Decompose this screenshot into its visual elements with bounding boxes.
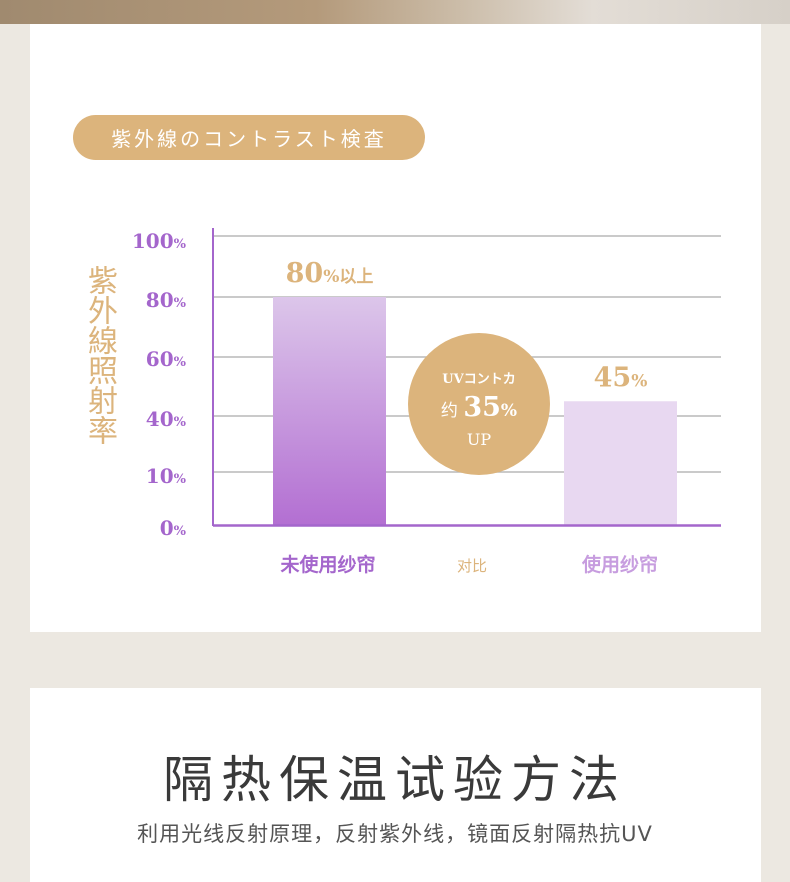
y-axis-label: 紫外線照射率: [82, 265, 117, 445]
y-tick-label: 80%: [146, 288, 187, 312]
data-label: 45%: [594, 362, 648, 393]
callout-value: 约 35%: [441, 392, 517, 423]
chart-title-pill: 紫外線のコントラスト検査: [73, 115, 425, 160]
chart-title: 紫外線のコントラスト検査: [111, 127, 387, 151]
header-photo: [0, 0, 790, 24]
y-tick-label: 40%: [146, 407, 187, 431]
compare-label: 对比: [457, 557, 487, 575]
method-card: [30, 688, 761, 882]
y-tick-label: 0%: [160, 516, 187, 540]
bar: [273, 297, 386, 525]
callout-line1: UVコントカ: [442, 372, 515, 387]
data-label: 80%以上: [286, 258, 374, 289]
section-subheading: 利用光线反射原理，反射紫外线，镜面反射隔热抗UV: [137, 822, 653, 846]
callout-line3: UP: [467, 430, 491, 449]
y-tick-label: 60%: [146, 347, 187, 371]
y-tick-label: 100%: [132, 229, 187, 253]
bar: [564, 401, 677, 525]
x-category-label: 未使用纱帘: [279, 553, 375, 576]
callout-circle: [408, 333, 550, 475]
section-heading: 隔热保温试验方法: [163, 751, 627, 809]
y-tick-label: 10%: [146, 464, 187, 488]
x-category-label: 使用纱帘: [581, 553, 658, 576]
